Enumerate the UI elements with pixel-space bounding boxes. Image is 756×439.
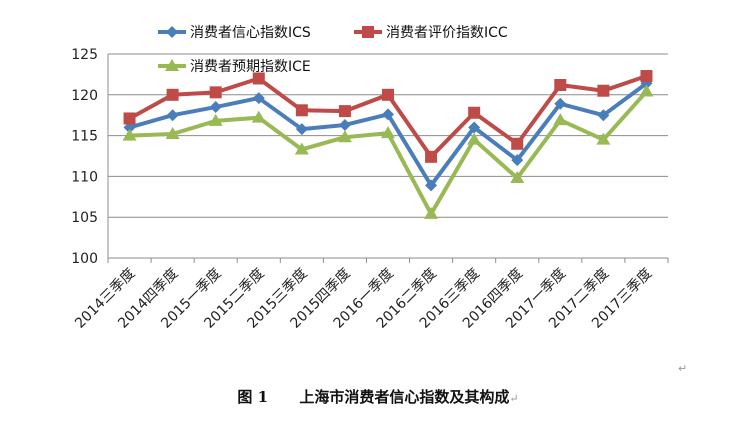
y-tick-label: 115: [71, 129, 98, 145]
data-point: [295, 104, 308, 117]
legend-marker: [362, 26, 374, 38]
data-point: [468, 121, 481, 134]
y-tick-label: 125: [71, 47, 98, 63]
paragraph-mark: ↵: [678, 362, 688, 375]
data-point: [467, 132, 482, 145]
data-point: [338, 118, 351, 131]
data-point: [597, 109, 610, 122]
data-point: [294, 142, 309, 155]
data-point: [338, 105, 351, 118]
line-chart: 100 105 110 115 120 125 2014三季度2014四季度2015一季度…: [71, 25, 669, 332]
data-point: [554, 79, 567, 92]
y-tick-label: 120: [71, 88, 98, 104]
legend-entry-1: 消费者评价指数ICC: [354, 25, 508, 41]
data-point: [553, 113, 568, 126]
legend: 消费者信心指数ICS 消费者评价指数ICC 消费者预期指数ICE: [158, 25, 508, 75]
data-point: [597, 84, 610, 97]
legend-label: 消费者信心指数ICS: [190, 25, 311, 41]
data-point: [382, 88, 394, 101]
series-group: [122, 70, 654, 219]
data-point: [424, 206, 439, 219]
legend-label: 消费者评价指数ICC: [386, 25, 508, 41]
data-point: [639, 84, 654, 97]
data-point: [382, 108, 394, 121]
data-point: [554, 97, 567, 110]
figure-number: 图 1: [237, 388, 269, 406]
y-axis: 100 105 110 115 120 125: [71, 47, 109, 267]
legend-label: 消费者预期指数ICE: [190, 59, 311, 75]
figure-caption: 图 1 上海市消费者信心指数及其构成↵: [0, 386, 756, 407]
data-point: [596, 132, 611, 145]
data-point: [251, 110, 266, 123]
data-point: [511, 137, 524, 150]
data-point: [252, 72, 265, 85]
data-point: [166, 88, 179, 101]
data-point: [166, 109, 179, 122]
data-point: [208, 113, 223, 126]
data-point: [510, 171, 525, 184]
data-point: [511, 154, 524, 167]
data-point: [123, 112, 136, 125]
data-point: [122, 128, 137, 141]
data-point: [381, 126, 395, 139]
series-0: [123, 77, 653, 192]
legend-marker: [166, 26, 178, 38]
data-point: [165, 126, 180, 139]
legend-marker: [165, 59, 179, 71]
y-tick-label: 105: [71, 210, 98, 226]
caption-mark: ↵: [509, 392, 519, 405]
data-point: [209, 86, 222, 99]
data-point: [425, 150, 438, 163]
data-point: [425, 179, 438, 192]
series-1: [123, 70, 653, 163]
data-point: [468, 106, 481, 119]
grid-lines: [108, 53, 668, 259]
data-point: [640, 70, 653, 83]
data-point: [209, 101, 222, 114]
data-point: [337, 130, 352, 143]
series-2: [122, 84, 654, 219]
y-tick-label: 100: [71, 251, 98, 267]
x-axis: 2014三季度2014四季度2015一季度2015二季度2015三季度2015四…: [72, 257, 669, 332]
y-tick-label: 110: [71, 169, 98, 185]
legend-entry-0: 消费者信心指数ICS: [158, 25, 311, 41]
figure-title: 上海市消费者信心指数及其构成: [299, 388, 510, 406]
data-point: [295, 123, 308, 136]
legend-entry-2: 消费者预期指数ICE: [158, 59, 311, 75]
data-point: [252, 92, 265, 105]
